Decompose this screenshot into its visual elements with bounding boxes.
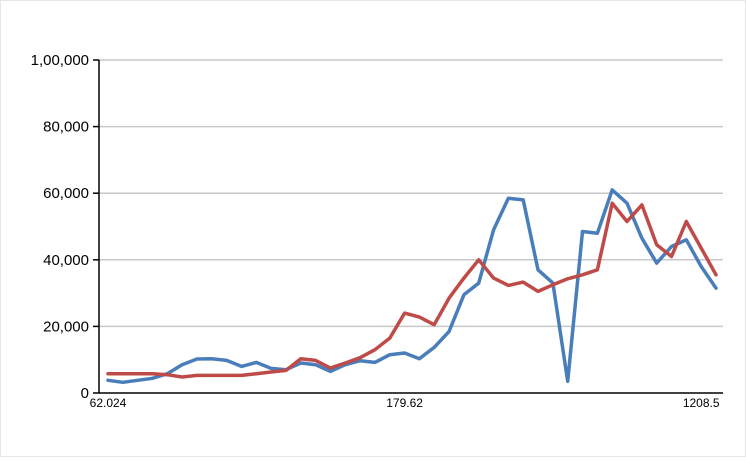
series-lines <box>106 188 718 385</box>
y-axis-tick-labels: 0 20,000 40,000 60,000 80,000 1,00,000 <box>31 52 89 402</box>
series-line-1 <box>106 188 718 385</box>
y-tick-label: 0 <box>81 385 89 402</box>
x-tick-label: 62.024 <box>90 396 127 410</box>
y-tick-label: 20,000 <box>43 318 89 335</box>
y-tick-label: 80,000 <box>43 119 89 136</box>
y-tick-label: 40,000 <box>43 252 89 269</box>
x-axis-tick-labels: 62.024 179.62 1208.5 <box>90 396 720 410</box>
y-tick-label: 60,000 <box>43 185 89 202</box>
y-tick-label: 1,00,000 <box>31 52 89 69</box>
x-tick-label: 179.62 <box>386 396 423 410</box>
gridlines <box>93 59 723 394</box>
x-tick-label: 1208.5 <box>683 396 720 410</box>
series-line-2 <box>106 201 718 379</box>
x-axis <box>98 60 723 394</box>
